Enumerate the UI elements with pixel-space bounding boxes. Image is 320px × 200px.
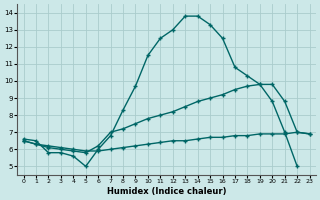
X-axis label: Humidex (Indice chaleur): Humidex (Indice chaleur) <box>107 187 226 196</box>
